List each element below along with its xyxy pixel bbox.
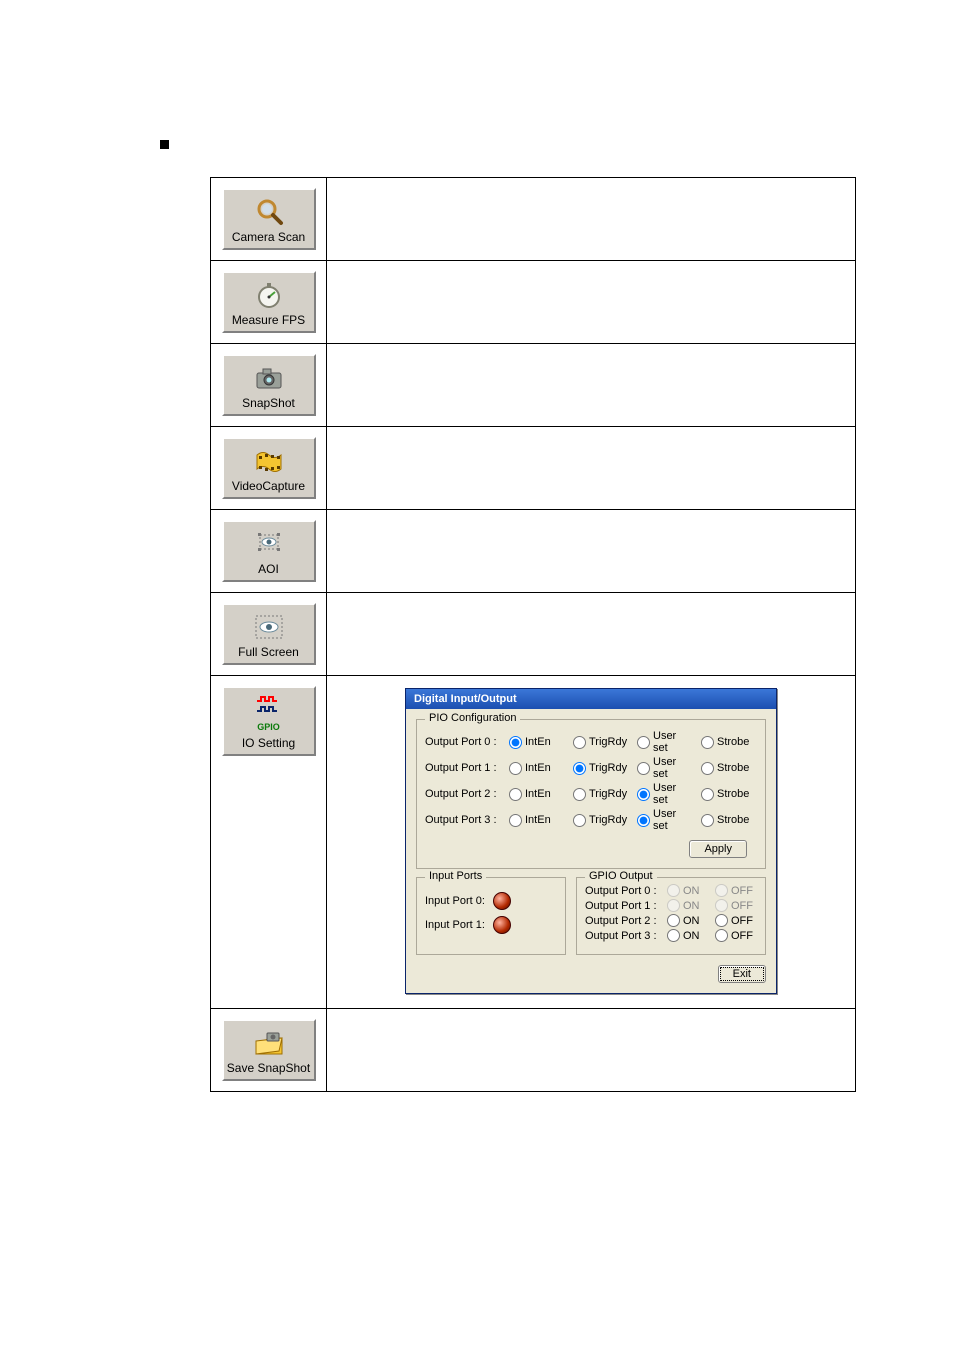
radio-inten[interactable]: IntEn [509,762,565,775]
gpio-row-3: Output Port 3 : ON OFF [585,929,757,942]
radio-user-set[interactable]: User set [637,808,693,832]
radio-strobe[interactable]: Strobe [701,814,757,827]
gpio-0-on-radio: ON [667,884,709,897]
pio-configuration-group: PIO Configuration Output Port 0 :IntEnTr… [416,719,766,869]
radio-user-set[interactable]: User set [637,782,693,806]
input-port-1-led [493,916,511,934]
gpio-text: GPIO [257,722,280,732]
pio-row-2: Output Port 2 : IntEn TrigRdy User set Strob… [425,782,757,806]
gpio-3-on-radio[interactable]: ON [667,929,709,942]
gpio-2-off-radio[interactable]: OFF [715,914,757,927]
aoi-icon [253,530,285,558]
gpio-port-3-label: Output Port 3 : [585,930,661,942]
radio-trigrdy[interactable]: TrigRdy [573,762,629,775]
radio-user-set[interactable]: User set [637,730,693,754]
gpio-row-0: Output Port 0 : ON OFF [585,884,757,897]
full-screen-label: Full Screen [238,645,299,659]
dialog-titlebar[interactable]: Digital Input/Output [406,689,776,709]
gpio-port-2-label: Output Port 2 : [585,915,661,927]
gpio-3-off-radio[interactable]: OFF [715,929,757,942]
camera-icon [253,364,285,392]
snapshot-label: SnapShot [242,396,295,410]
gpio-port-1-label: Output Port 1 : [585,900,661,912]
video-capture-label: VideoCapture [232,479,305,493]
camera-scan-button[interactable]: Camera Scan [222,188,316,250]
save-snapshot-label: Save SnapShot [227,1061,310,1075]
digital-io-dialog: Digital Input/Output PIO Configuration O… [405,688,777,994]
camera-scan-label: Camera Scan [232,230,305,244]
output-port-3-label: Output Port 3 : [425,814,501,826]
pio-row-3: Output Port 3 : IntEn TrigRdy User set Strob… [425,808,757,832]
bullet-marker [160,140,169,149]
input-ports-title: Input Ports [425,870,486,882]
gpio-port-0-label: Output Port 0 : [585,885,661,897]
snapshot-button[interactable]: SnapShot [222,354,316,416]
gpio-output-group: GPIO Output Output Port 0 :ONOFFOutput P… [576,877,766,955]
gpio-0-off-radio: OFF [715,884,757,897]
stopwatch-icon [253,281,285,309]
film-icon [253,447,285,475]
radio-trigrdy[interactable]: TrigRdy [573,736,629,749]
measure-fps-label: Measure FPS [232,313,305,327]
radio-inten[interactable]: IntEn [509,788,565,801]
io-setting-label: IO Setting [242,736,295,750]
pio-row-1: Output Port 1 : IntEn TrigRdy User set Strob… [425,756,757,780]
radio-strobe[interactable]: Strobe [701,736,757,749]
gpio-1-off-radio: OFF [715,899,757,912]
aoi-label: AOI [258,562,279,576]
radio-user-set[interactable]: User set [637,756,693,780]
full-screen-button[interactable]: Full Screen [222,603,316,665]
gpio-2-on-radio[interactable]: ON [667,914,709,927]
aoi-button[interactable]: AOI [222,520,316,582]
save-snapshot-button[interactable]: Save SnapShot [222,1019,316,1081]
toolbar-reference-table: Camera Scan Measure FPS [210,177,856,1092]
gpio-output-title: GPIO Output [585,870,657,882]
radio-inten[interactable]: IntEn [509,736,565,749]
radio-inten[interactable]: IntEn [509,814,565,827]
save-snapshot-icon [253,1029,285,1057]
pio-group-title: PIO Configuration [425,712,520,724]
measure-fps-button[interactable]: Measure FPS [222,271,316,333]
output-port-2-label: Output Port 2 : [425,788,501,800]
radio-trigrdy[interactable]: TrigRdy [573,788,629,801]
io-setting-button[interactable]: GPIO IO Setting [222,686,316,756]
gpio-row-1: Output Port 1 : ON OFF [585,899,757,912]
output-port-0-label: Output Port 0 : [425,736,501,748]
input-port-0-label: Input Port 0: [425,895,485,907]
input-port-0-led [493,892,511,910]
video-capture-button[interactable]: VideoCapture [222,437,316,499]
input-port-1-label: Input Port 1: [425,919,485,931]
input-ports-group: Input Ports Input Port 0: Input Port 1: [416,877,566,955]
radio-strobe[interactable]: Strobe [701,788,757,801]
magnifier-icon [253,198,285,226]
output-port-1-label: Output Port 1 : [425,762,501,774]
gpio-1-on-radio: ON [667,899,709,912]
radio-trigrdy[interactable]: TrigRdy [573,814,629,827]
radio-strobe[interactable]: Strobe [701,762,757,775]
gpio-icon [253,694,285,722]
pio-row-0: Output Port 0 : IntEn TrigRdy User set Strob… [425,730,757,754]
gpio-row-2: Output Port 2 : ON OFF [585,914,757,927]
apply-button[interactable]: Apply [689,840,747,858]
exit-button[interactable]: Exit [718,965,766,983]
fullscreen-icon [253,613,285,641]
